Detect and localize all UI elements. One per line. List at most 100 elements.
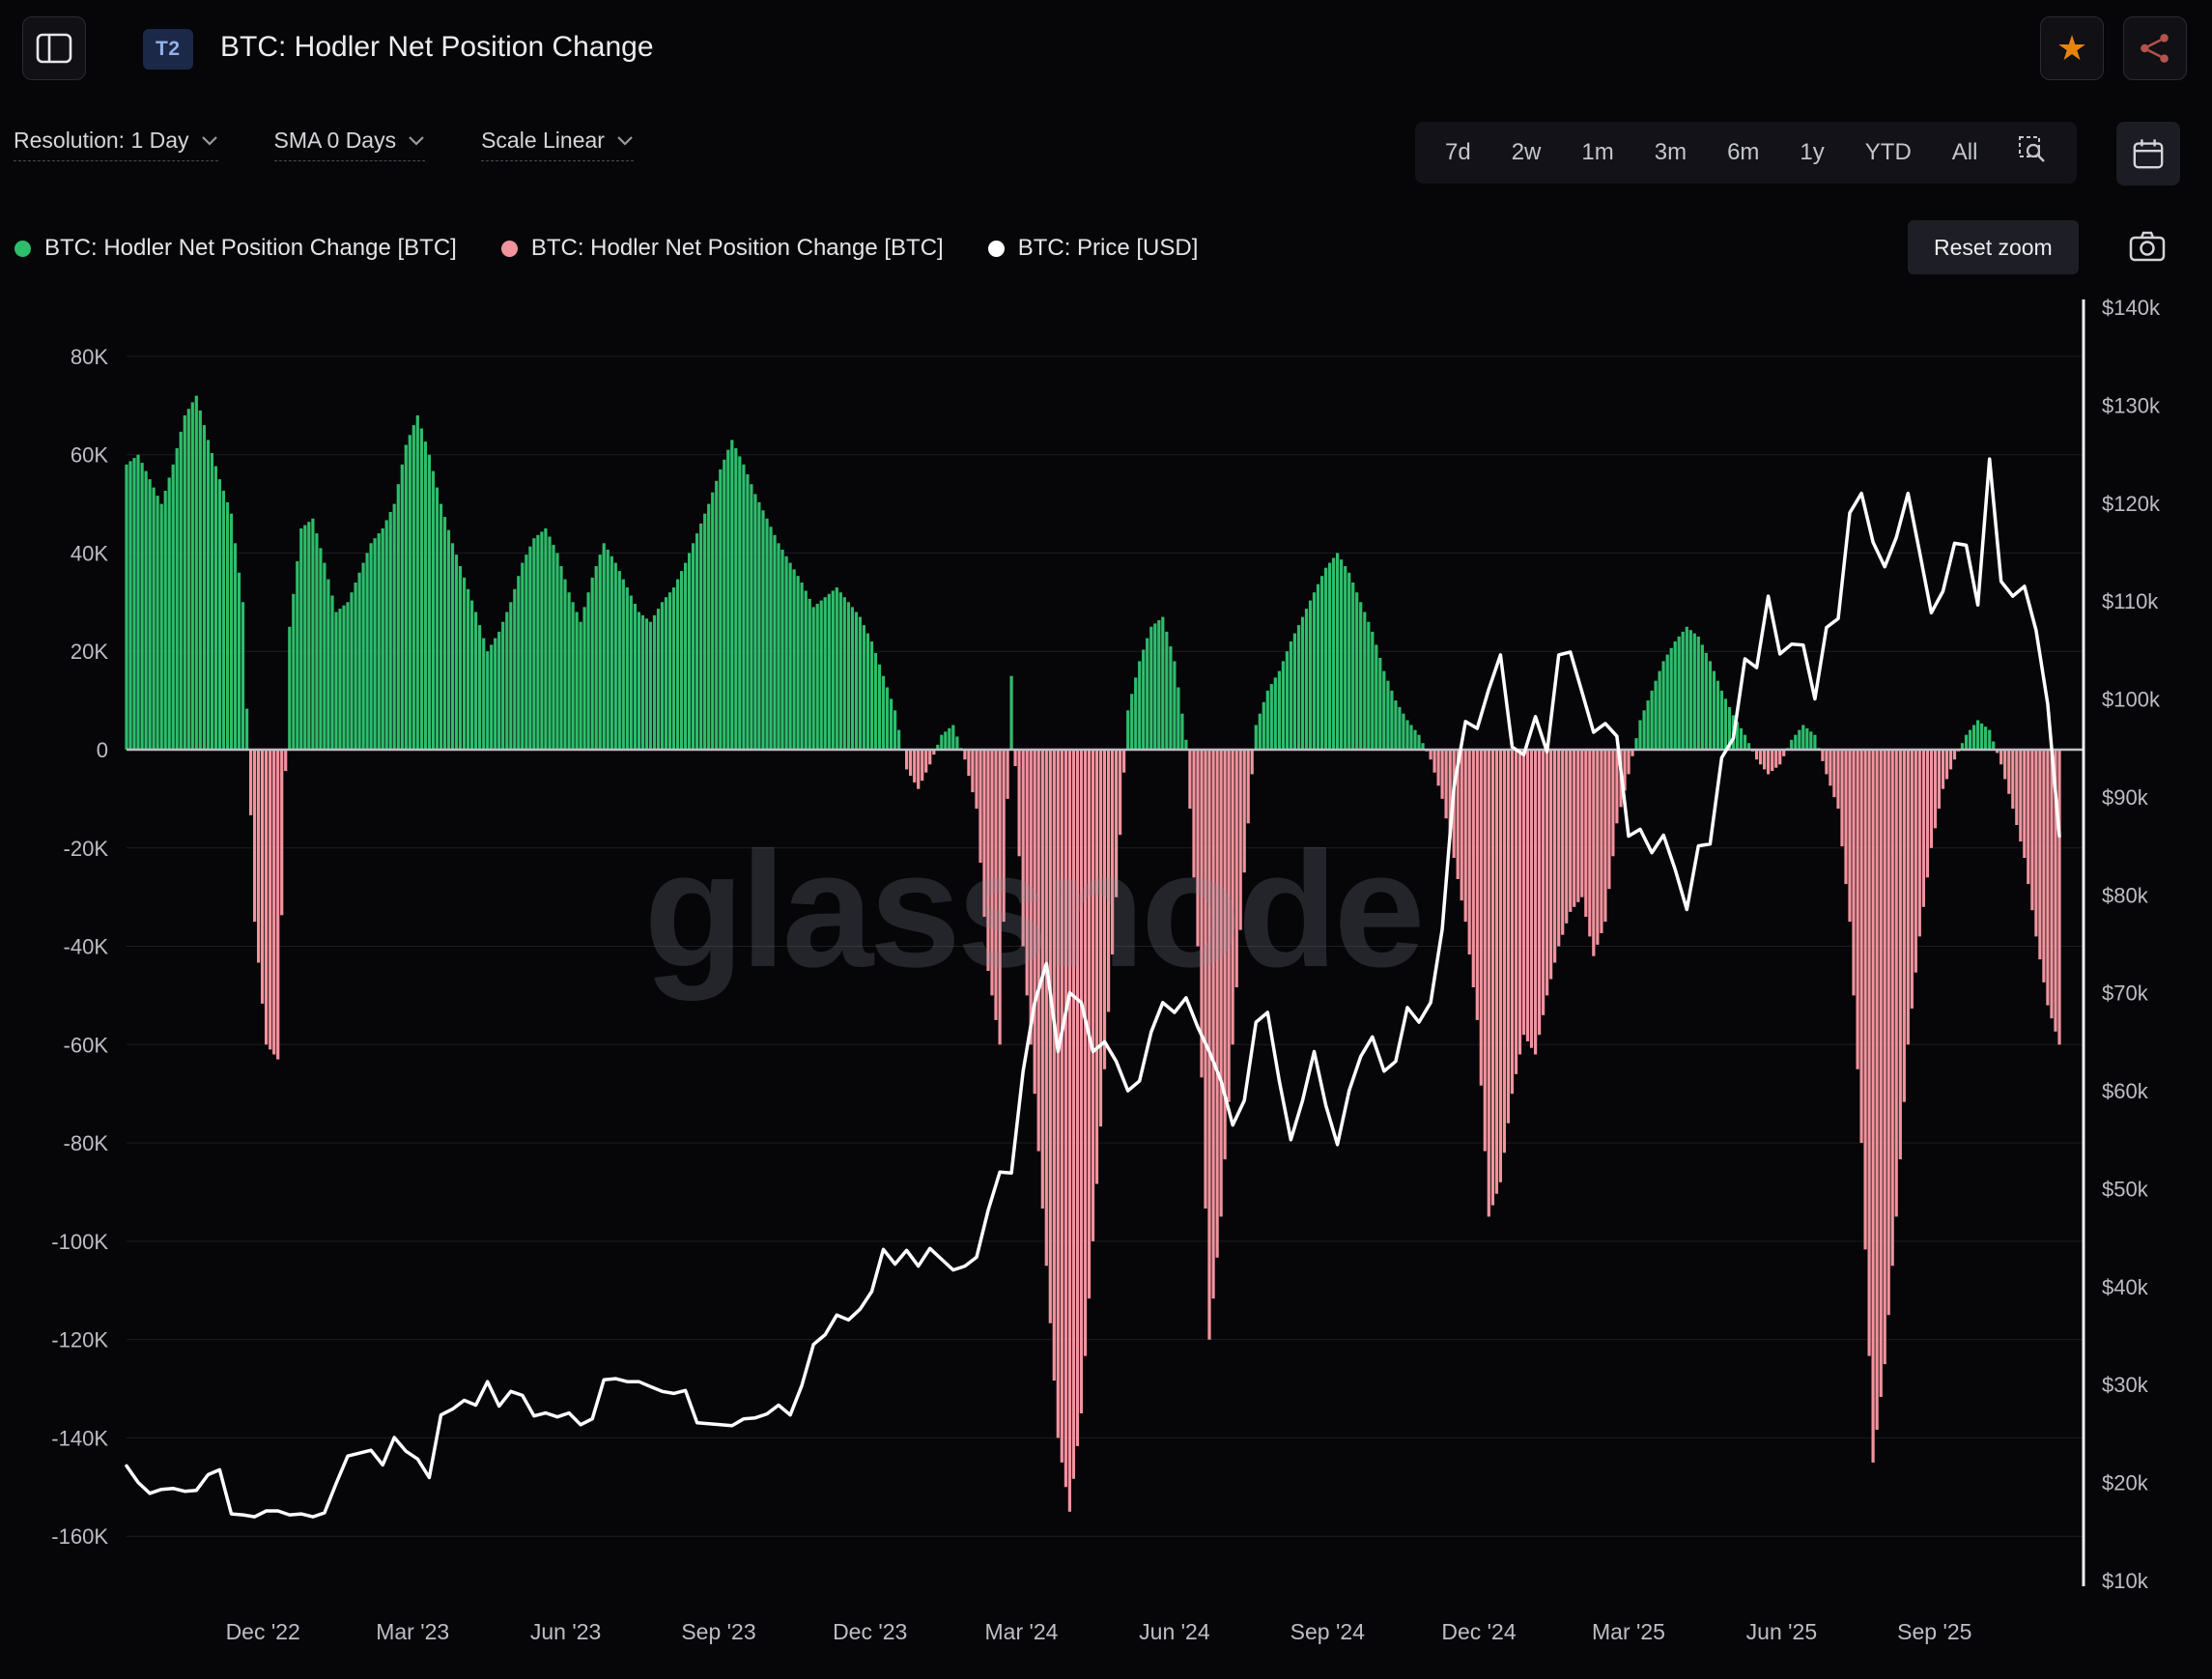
- x-axis-tick-label: Jun '23: [530, 1619, 601, 1644]
- hodler-bar: [986, 750, 990, 971]
- hodler-bar: [1328, 562, 1332, 750]
- hodler-bar: [1467, 750, 1471, 954]
- hodler-bar: [2057, 750, 2061, 1045]
- hodler-bar: [1475, 750, 1479, 1020]
- share-button[interactable]: [2123, 16, 2187, 80]
- range-ytd[interactable]: YTD: [1845, 122, 1932, 184]
- hodler-bar: [1367, 621, 1371, 750]
- hodler-bar: [1177, 687, 1180, 750]
- right-axis-tick-label: $20k: [2102, 1471, 2149, 1495]
- hodler-bar: [1553, 750, 1557, 963]
- hodler-bar: [474, 612, 478, 750]
- calendar-button[interactable]: [2116, 122, 2180, 185]
- hodler-bar: [571, 602, 575, 750]
- hodler-bar: [1976, 720, 1980, 750]
- hodler-bar: [381, 528, 384, 750]
- hodler-bar: [1483, 750, 1487, 1152]
- x-axis-tick-label: Sep '25: [1897, 1619, 1971, 1644]
- hodler-bar: [261, 750, 265, 1004]
- hodler-bar: [2007, 750, 2011, 794]
- hodler-bar: [637, 612, 641, 750]
- hodler-bar: [198, 410, 202, 750]
- hodler-bar: [2027, 750, 2030, 885]
- hodler-bar: [1863, 750, 1867, 1250]
- hodler-bar: [330, 595, 334, 750]
- sidebar-icon: [36, 33, 72, 64]
- hodler-bar: [1681, 631, 1685, 750]
- hodler-bar: [873, 652, 878, 750]
- range-6m[interactable]: 6m: [1707, 122, 1779, 184]
- hodler-bar: [1242, 750, 1246, 873]
- legend-dot-pink: [500, 240, 518, 257]
- hodler-bar: [1623, 750, 1627, 791]
- hodler-bar: [521, 562, 525, 750]
- sidebar-toggle-button[interactable]: [22, 16, 86, 80]
- hodler-bar: [202, 425, 207, 750]
- scale-dropdown[interactable]: Scale Linear: [481, 128, 634, 161]
- hodler-bar: [350, 592, 354, 750]
- range-1y[interactable]: 1y: [1779, 122, 1844, 184]
- legend-item-price[interactable]: BTC: Price [USD]: [987, 235, 1198, 262]
- right-axis-tick-label: $90k: [2102, 785, 2149, 810]
- range-7d[interactable]: 7d: [1425, 122, 1491, 184]
- left-axis-tick-label: 20K: [71, 640, 108, 664]
- legend-item-hodler-negative[interactable]: BTC: Hodler Net Position Change [BTC]: [500, 235, 944, 262]
- hodler-bar: [1122, 750, 1126, 773]
- hodler-bar: [167, 477, 171, 750]
- favorite-button[interactable]: ★: [2040, 16, 2104, 80]
- hodler-bar: [1332, 557, 1336, 750]
- hodler-bar: [1696, 636, 1700, 750]
- hodler-bar: [1782, 750, 1786, 756]
- hodler-bar: [606, 550, 610, 750]
- left-axis-tick-label: 40K: [71, 541, 108, 565]
- workspace-badge[interactable]: T2: [143, 29, 193, 70]
- legend-item-hodler-positive[interactable]: BTC: Hodler Net Position Change [BTC]: [14, 235, 457, 262]
- range-all[interactable]: All: [1932, 122, 1999, 184]
- sma-dropdown[interactable]: SMA 0 Days: [273, 128, 426, 161]
- left-axis-tick-label: -140K: [51, 1426, 108, 1450]
- range-1m[interactable]: 1m: [1561, 122, 1633, 184]
- hodler-bar: [1883, 750, 1886, 1365]
- hodler-bar: [486, 651, 490, 750]
- zoom-selection-button[interactable]: [1998, 122, 2067, 184]
- hodler-bar: [1126, 710, 1130, 750]
- hodler-bar: [998, 750, 1002, 1045]
- hodler-bar: [699, 523, 703, 750]
- hodler-bar: [792, 569, 796, 750]
- hodler-bar: [1375, 644, 1378, 750]
- resolution-dropdown[interactable]: Resolution: 1 Day: [14, 128, 218, 161]
- hodler-bar: [644, 618, 649, 750]
- hodler-bar: [2050, 750, 2054, 1019]
- hodler-bar: [1413, 729, 1417, 750]
- hodler-bar: [144, 470, 148, 750]
- range-2w[interactable]: 2w: [1491, 122, 1562, 184]
- hodler-bar: [497, 631, 501, 750]
- reset-zoom-button[interactable]: Reset zoom: [1908, 220, 2079, 274]
- hodler-bar: [1984, 726, 1988, 750]
- hodler-bar: [384, 520, 388, 750]
- hodler-bar: [692, 543, 695, 750]
- hodler-bar: [982, 750, 986, 917]
- hodler-bar: [1829, 750, 1832, 786]
- screenshot-button[interactable]: [2129, 230, 2166, 266]
- hodler-bar: [1879, 750, 1883, 1397]
- hodler-bar: [1576, 750, 1580, 902]
- right-axis-tick-label: $30k: [2102, 1373, 2149, 1397]
- hodler-bar: [582, 607, 586, 750]
- hodler-bar: [1316, 583, 1320, 750]
- hodler-bar: [586, 592, 590, 750]
- hodler-bar: [1149, 626, 1153, 750]
- hodler-bar: [1669, 647, 1673, 750]
- hodler-bar: [1727, 706, 1732, 750]
- x-axis-tick-label: Mar '23: [376, 1619, 449, 1644]
- hodler-bar: [893, 710, 897, 750]
- range-3m[interactable]: 3m: [1634, 122, 1707, 184]
- hodler-bar: [784, 555, 788, 750]
- hodler-bar: [1083, 750, 1088, 1356]
- hodler-bar: [1142, 649, 1146, 750]
- hodler-bar: [862, 625, 866, 750]
- hodler-bar: [1421, 743, 1425, 750]
- left-axis-tick-label: -80K: [64, 1131, 109, 1155]
- camera-icon: [2129, 231, 2166, 262]
